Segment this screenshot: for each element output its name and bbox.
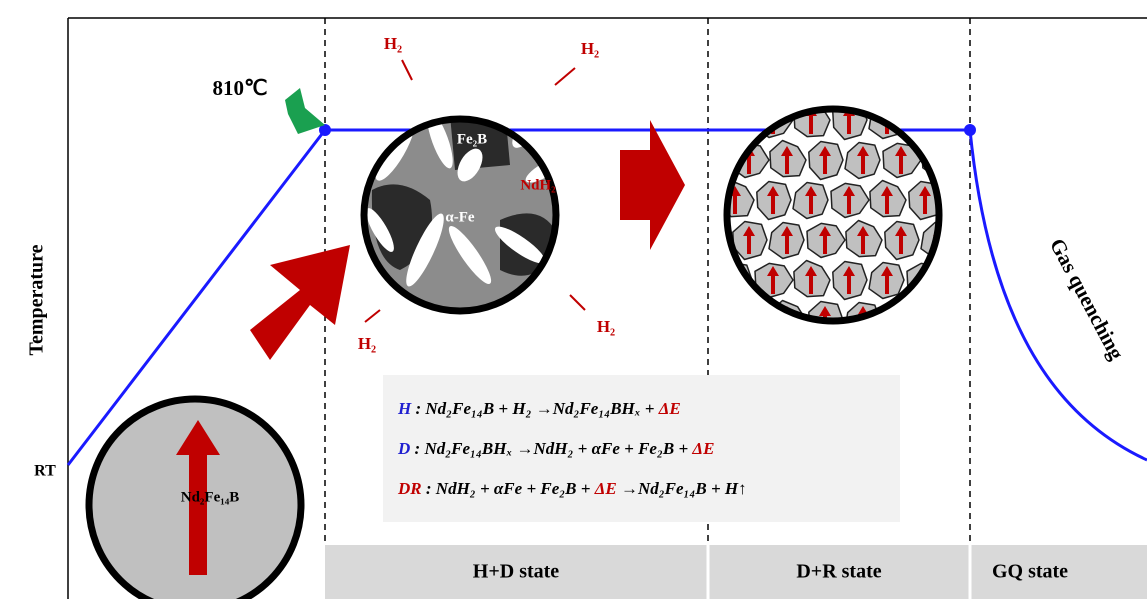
h2-label: H₂: [358, 334, 376, 353]
state-label: H+D state: [473, 561, 560, 583]
h2-label: H₂: [384, 34, 402, 53]
curve-point: [964, 124, 976, 136]
grain-arrow: [743, 306, 755, 334]
equation-part: : Nd₂Fe₁₄B + H₂ →Nd₂Fe₁₄BHₓ +: [411, 399, 659, 418]
grain: [717, 103, 752, 139]
page: 810℃ Temperature RT H₂ H₂ H₂ H₂ Fe₂B NdH…: [0, 0, 1147, 599]
equation-part: DR: [397, 479, 422, 498]
equation: D : Nd₂Fe₁₄BHₓ →NdH₂ + αFe + Fe₂B + ΔE: [397, 439, 714, 458]
equation-part: →Nd₂Fe₁₄B + H↑: [617, 479, 747, 498]
red-arrow: [620, 120, 685, 250]
phase-label: NdH₂: [520, 177, 556, 193]
equation: DR : NdH₂ + αFe + Fe₂B + ΔE →Nd₂Fe₁₄B + …: [397, 479, 747, 498]
equation-part: ΔE: [594, 479, 617, 498]
state-label: D+R state: [796, 561, 881, 583]
equation-part: : Nd₂Fe₁₄BHₓ →NdH₂ + αFe + Fe₂B +: [410, 439, 692, 458]
grain-arrow: [933, 306, 945, 334]
equation-part: D: [397, 439, 410, 458]
grain: [922, 301, 958, 337]
equation-part: ΔE: [658, 399, 681, 418]
temp-label: 810℃: [212, 76, 267, 100]
grain: [731, 303, 769, 337]
initial-label: Nd₂Fe₁₄B: [181, 489, 240, 505]
state-label: GQ state: [992, 561, 1068, 583]
grain-arrow: [933, 146, 945, 174]
equation-part: H: [397, 399, 412, 418]
rt-label: RT: [34, 463, 56, 480]
grain: [907, 103, 945, 137]
equation: H : Nd₂Fe₁₄B + H₂ →Nd₂Fe₁₄BHₓ + ΔE: [397, 399, 681, 418]
y-label: Temperature: [26, 244, 48, 355]
h2-label: H₂: [597, 317, 615, 336]
green-arrow: [285, 88, 325, 134]
phase-label: Fe₂B: [457, 131, 487, 147]
grains: [717, 100, 958, 340]
diagram: 810℃ Temperature RT H₂ H₂ H₂ H₂ Fe₂B NdH…: [0, 0, 1147, 599]
h2-label: H₂: [581, 39, 599, 58]
equation-part: ΔE: [691, 439, 714, 458]
grain-arrow: [895, 306, 907, 334]
red-arrow: [250, 245, 350, 360]
curve-label: Gas quenching: [1045, 234, 1129, 364]
phase-label: α-Fe: [445, 209, 475, 225]
equation-part: : NdH₂ + αFe + Fe₂B +: [422, 479, 595, 498]
